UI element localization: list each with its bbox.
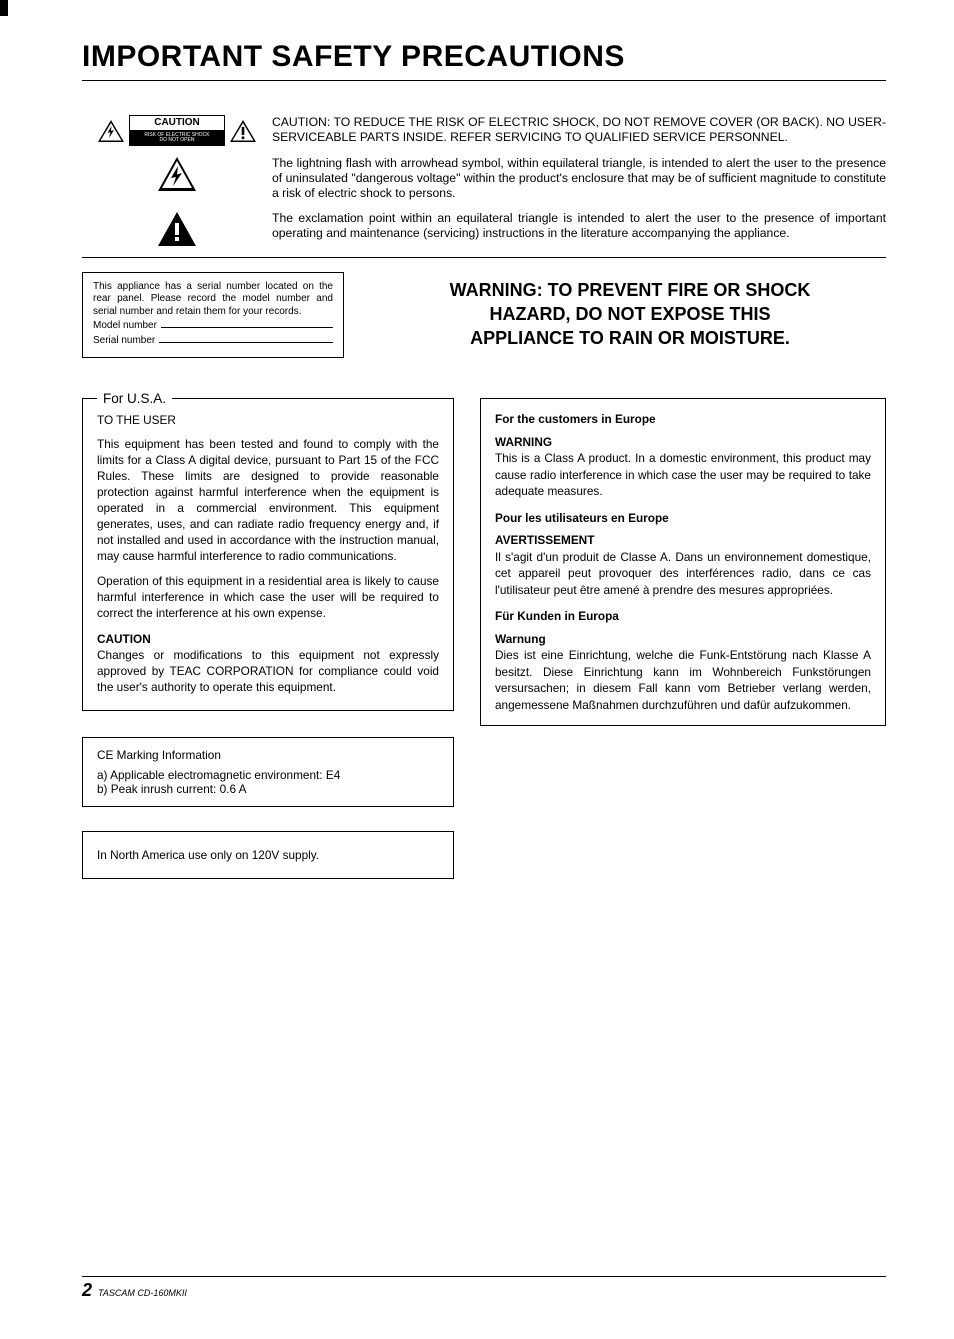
europe-fr-warn: AVERTISSEMENT <box>495 532 871 549</box>
accent-bar <box>0 0 8 16</box>
europe-fr-body: Il s'agit d'un produit de Classe A. Dans… <box>495 549 871 599</box>
europe-box: For the customers in Europe WARNING This… <box>480 398 886 726</box>
europe-fr-head: Pour les utilisateurs en Europe <box>495 510 871 527</box>
lightning-text: The lightning flash with arrowhead symbo… <box>272 156 886 201</box>
europe-de-body: Dies ist eine Einrichtung, welche die Fu… <box>495 647 871 713</box>
lightning-row: The lightning flash with arrowhead symbo… <box>82 156 886 201</box>
serial-body: This appliance has a serial number locat… <box>93 281 333 319</box>
model-number-underline <box>161 320 333 328</box>
ce-box: CE Marking Information a) Applicable ele… <box>82 737 454 807</box>
page-number: 2 <box>82 1280 92 1301</box>
footer: 2 TASCAM CD-160MKII <box>82 1280 187 1301</box>
usa-legend: For U.S.A. <box>97 390 172 408</box>
caution-text: CAUTION: TO REDUCE THE RISK OF ELECTRIC … <box>272 115 886 145</box>
usa-p2: Operation of this equipment in a residen… <box>97 574 439 622</box>
lightning-triangle-icon <box>97 119 125 143</box>
footer-product: TASCAM CD-160MKII <box>98 1288 187 1298</box>
ce-line-b: b) Peak inrush current: 0.6 A <box>97 782 439 796</box>
main-warning-line3: APPLIANCE TO RAIN OR MOISTURE. <box>374 326 886 350</box>
usa-caution-body: Changes or modifications to this equipme… <box>97 648 439 696</box>
separator-rule <box>82 257 886 258</box>
europe-en-body: This is a Class A product. In a domestic… <box>495 450 871 500</box>
serial-number-underline <box>159 335 333 343</box>
page-title: IMPORTANT SAFETY PRECAUTIONS <box>82 40 886 74</box>
model-number-label: Model number <box>93 320 157 333</box>
ce-title: CE Marking Information <box>97 748 439 762</box>
caution-label-top: CAUTION <box>130 116 224 131</box>
na-supply-text: In North America use only on 120V supply… <box>97 848 319 862</box>
europe-de-warn: Warnung <box>495 631 871 648</box>
usa-caution-head: CAUTION <box>97 632 439 648</box>
usa-p1: This equipment has been tested and found… <box>97 437 439 564</box>
europe-en-warn: WARNING <box>495 434 871 451</box>
exclaim-triangle-icon-small <box>229 119 257 143</box>
serial-number-box: This appliance has a serial number locat… <box>82 272 344 359</box>
title-rule <box>82 80 886 81</box>
caution-row: CAUTION RISK OF ELECTRIC SHOCK DO NOT OP… <box>82 115 886 146</box>
north-america-box: In North America use only on 120V supply… <box>82 831 454 879</box>
main-warning-line2: HAZARD, DO NOT EXPOSE THIS <box>374 302 886 326</box>
caution-icon-group: CAUTION RISK OF ELECTRIC SHOCK DO NOT OP… <box>82 115 272 146</box>
serial-number-label: Serial number <box>93 335 155 348</box>
usa-box: For U.S.A. TO THE USER This equipment ha… <box>82 398 454 711</box>
exclaim-row: The exclamation point within an equilate… <box>82 211 886 247</box>
exclaim-text: The exclamation point within an equilate… <box>272 211 886 241</box>
europe-en-head: For the customers in Europe <box>495 411 871 428</box>
ce-line-a: a) Applicable electromagnetic environmen… <box>97 768 439 782</box>
main-warning-line1: WARNING: TO PREVENT FIRE OR SHOCK <box>374 278 886 302</box>
main-warning: WARNING: TO PREVENT FIRE OR SHOCK HAZARD… <box>374 272 886 359</box>
lightning-triangle-icon <box>157 156 197 192</box>
europe-de-head: Für Kunden in Europa <box>495 608 871 625</box>
exclaim-triangle-icon <box>157 211 197 247</box>
to-the-user: TO THE USER <box>97 413 439 429</box>
caution-label-line2: DO NOT OPEN <box>130 138 224 143</box>
footer-rule <box>82 1276 886 1277</box>
